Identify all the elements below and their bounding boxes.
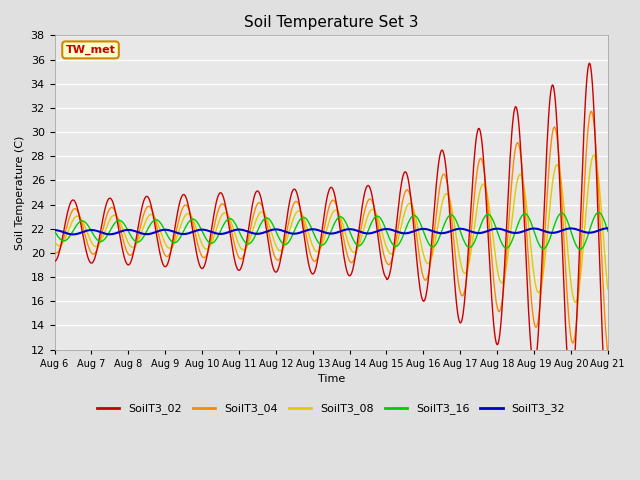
SoilT3_04	[604, 349, 612, 355]
SoilT3_08	[590, 152, 598, 158]
Text: TW_met: TW_met	[65, 45, 115, 55]
SoilT3_32	[175, 230, 182, 236]
SoilT3_32	[604, 226, 612, 231]
SoilT3_04	[174, 222, 182, 228]
SoilT3_16	[604, 228, 612, 234]
SoilT3_02	[604, 407, 612, 413]
SoilT3_16	[118, 218, 125, 224]
SoilT3_04	[118, 230, 125, 236]
Line: SoilT3_04: SoilT3_04	[54, 111, 608, 352]
SoilT3_02	[61, 224, 68, 230]
SoilT3_32	[61, 229, 68, 235]
SoilT3_04	[588, 108, 595, 114]
SoilT3_16	[399, 235, 406, 240]
Title: Soil Temperature Set 3: Soil Temperature Set 3	[244, 15, 419, 30]
SoilT3_32	[51, 227, 58, 233]
SoilT3_04	[203, 252, 211, 257]
SoilT3_04	[415, 247, 422, 253]
SoilT3_08	[203, 246, 211, 252]
SoilT3_02	[586, 60, 593, 66]
Line: SoilT3_02: SoilT3_02	[54, 63, 608, 410]
SoilT3_02	[118, 241, 125, 247]
SoilT3_08	[415, 228, 422, 234]
SoilT3_04	[399, 200, 406, 205]
SoilT3_08	[572, 300, 579, 305]
SoilT3_16	[61, 238, 68, 244]
SoilT3_04	[61, 232, 68, 238]
SoilT3_08	[399, 219, 406, 225]
SoilT3_16	[174, 238, 182, 244]
SoilT3_08	[51, 239, 58, 244]
SoilT3_16	[51, 228, 58, 234]
SoilT3_32	[69, 231, 77, 237]
Y-axis label: Soil Temperature (C): Soil Temperature (C)	[15, 135, 25, 250]
SoilT3_02	[399, 176, 406, 182]
SoilT3_08	[604, 287, 612, 292]
Line: SoilT3_32: SoilT3_32	[54, 228, 608, 234]
Line: SoilT3_08: SoilT3_08	[54, 155, 608, 302]
SoilT3_02	[415, 274, 422, 279]
SoilT3_32	[415, 227, 423, 232]
SoilT3_32	[204, 228, 211, 233]
SoilT3_02	[51, 258, 58, 264]
SoilT3_08	[174, 232, 182, 238]
SoilT3_32	[399, 230, 407, 236]
SoilT3_08	[118, 223, 125, 228]
Legend: SoilT3_02, SoilT3_04, SoilT3_08, SoilT3_16, SoilT3_32: SoilT3_02, SoilT3_04, SoilT3_08, SoilT3_…	[93, 399, 570, 419]
SoilT3_02	[203, 254, 211, 260]
SoilT3_32	[118, 228, 126, 234]
SoilT3_16	[576, 247, 584, 252]
Line: SoilT3_16: SoilT3_16	[54, 213, 608, 250]
SoilT3_08	[61, 237, 68, 242]
SoilT3_16	[203, 237, 211, 243]
SoilT3_16	[415, 216, 422, 222]
SoilT3_16	[595, 210, 602, 216]
SoilT3_02	[174, 209, 182, 215]
X-axis label: Time: Time	[317, 374, 345, 384]
SoilT3_04	[51, 249, 58, 255]
